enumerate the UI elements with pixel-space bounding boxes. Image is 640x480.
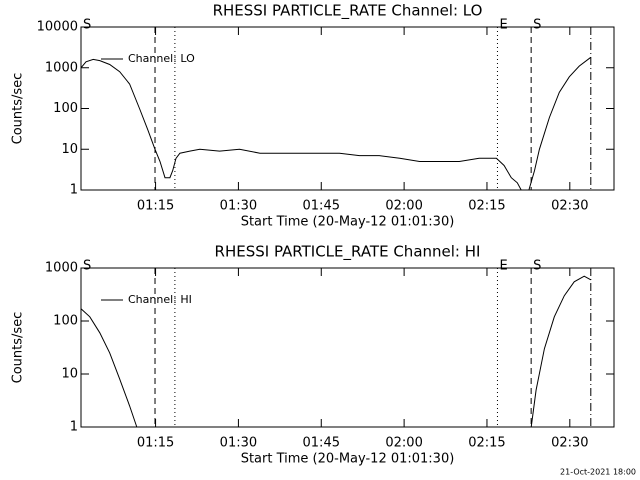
x-tick-label: 02:00 — [385, 436, 422, 451]
data-line — [80, 275, 592, 428]
x-tick-label: 02:30 — [551, 436, 588, 451]
y-axis-label: Counts/sec — [11, 312, 26, 384]
y-tick-label: 1000 — [45, 60, 78, 75]
event-label: E — [499, 259, 507, 274]
event-label: E — [499, 18, 507, 33]
y-tick-label: 1 — [70, 183, 78, 198]
y-axis-label: Counts/sec — [11, 73, 26, 145]
x-tick-label: 01:30 — [220, 436, 257, 451]
y-tick-label: 10000 — [37, 20, 78, 35]
x-tick-label: 02:00 — [385, 199, 422, 214]
x-tick-label: 02:15 — [468, 436, 505, 451]
footer: 21-Oct-2021 18:00 — [560, 468, 636, 477]
x-tick-label: 01:30 — [220, 199, 257, 214]
x-tick-label: 02:15 — [468, 199, 505, 214]
data-line — [80, 56, 592, 191]
plot-frame — [80, 267, 615, 428]
y-tick-label: 10 — [61, 367, 78, 382]
x-axis-label: Start Time (20-May-12 01:01:30) — [241, 215, 455, 230]
chart-title: RHESSI PARTICLE_RATE Channel: HI — [215, 243, 481, 262]
y-tick-label: 100 — [53, 314, 78, 329]
y-tick-label: 1 — [70, 420, 78, 435]
legend-label: Channel: LO — [128, 52, 195, 65]
x-tick-label: 01:15 — [137, 436, 174, 451]
chart-title: RHESSI PARTICLE_RATE Channel: LO — [213, 2, 483, 21]
y-tick-label: 100 — [53, 101, 78, 116]
legend-label: Channel: HI — [128, 293, 192, 306]
x-tick-label: 02:30 — [551, 199, 588, 214]
x-axis-label: Start Time (20-May-12 01:01:30) — [241, 452, 455, 467]
x-tick-label: 01:45 — [303, 199, 340, 214]
x-tick-label: 01:45 — [303, 436, 340, 451]
event-label: S — [533, 18, 541, 33]
event-label: S — [533, 259, 541, 274]
y-tick-label: 10 — [61, 142, 78, 157]
event-label: S — [83, 259, 91, 274]
y-tick-label: 1000 — [45, 261, 78, 276]
x-tick-label: 01:15 — [137, 199, 174, 214]
event-label: S — [83, 18, 91, 33]
